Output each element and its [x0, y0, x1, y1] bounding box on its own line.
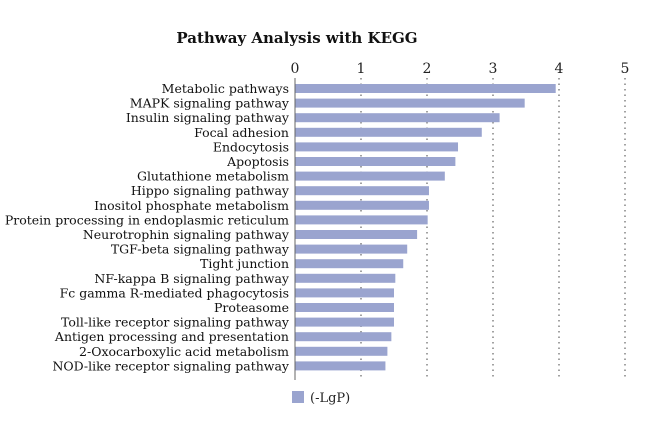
x-tick-label: 1: [357, 61, 366, 77]
bar: [295, 244, 408, 254]
bar: [295, 157, 456, 166]
category-label: Hippo signaling pathway: [131, 183, 290, 198]
bars: [295, 84, 556, 371]
category-label: NOD-like receptor signaling pathway: [52, 358, 289, 373]
bar: [295, 200, 429, 210]
bar: [295, 361, 386, 371]
legend: (-LgP): [292, 391, 350, 406]
category-label: MAPK signaling pathway: [130, 96, 290, 111]
category-label: Metabolic pathways: [162, 81, 289, 96]
category-label: Fc gamma R-mediated phagocytosis: [60, 285, 289, 300]
bar: [295, 332, 392, 342]
bar: [295, 84, 556, 93]
category-label: Focal adhesion: [194, 125, 289, 140]
category-label: Neurotrophin signaling pathway: [83, 227, 290, 242]
category-label: Inositol phosphate metabolism: [94, 198, 289, 213]
x-tick-label: 4: [555, 61, 564, 77]
category-label: Insulin signaling pathway: [126, 110, 290, 125]
category-label: Toll-like receptor signaling pathway: [61, 315, 290, 330]
category-label: NF-kappa B signaling pathway: [94, 271, 290, 286]
category-label: Tight junction: [200, 256, 289, 271]
category-label: TGF-beta signaling pathway: [111, 242, 290, 257]
bar: [295, 98, 525, 108]
bar: [295, 346, 388, 356]
bar: [295, 259, 404, 269]
category-label: Protein processing in endoplasmic reticu…: [5, 212, 289, 227]
bar: [295, 230, 418, 239]
category-label: Antigen processing and presentation: [54, 329, 289, 344]
legend-swatch: [292, 391, 304, 403]
bar: [295, 127, 482, 137]
bar: [295, 142, 459, 152]
category-label: 2-Oxocarboxylic acid metabolism: [79, 344, 289, 359]
legend-label: (-LgP): [310, 391, 350, 406]
bar: [295, 288, 394, 298]
chart-title: Pathway Analysis with KEGG: [176, 29, 417, 47]
x-tick-label: 2: [423, 61, 432, 77]
category-label: Apoptosis: [226, 154, 289, 169]
category-label: Proteasome: [214, 300, 289, 315]
x-tick-label: 5: [621, 61, 630, 77]
bar: [295, 303, 394, 312]
x-tick-label: 3: [489, 61, 498, 77]
category-label: Endocytosis: [213, 139, 289, 154]
x-tick-label: 0: [291, 61, 300, 77]
bar: [295, 171, 445, 181]
bar: [295, 113, 500, 123]
bar: [295, 317, 394, 327]
bar: [295, 186, 429, 196]
category-label: Glutathione metabolism: [137, 169, 289, 184]
grid-lines: [360, 78, 626, 380]
x-axis-ticks: 0 1 2 3 4 5: [291, 61, 630, 77]
bar: [295, 273, 396, 283]
bar: [295, 215, 428, 225]
